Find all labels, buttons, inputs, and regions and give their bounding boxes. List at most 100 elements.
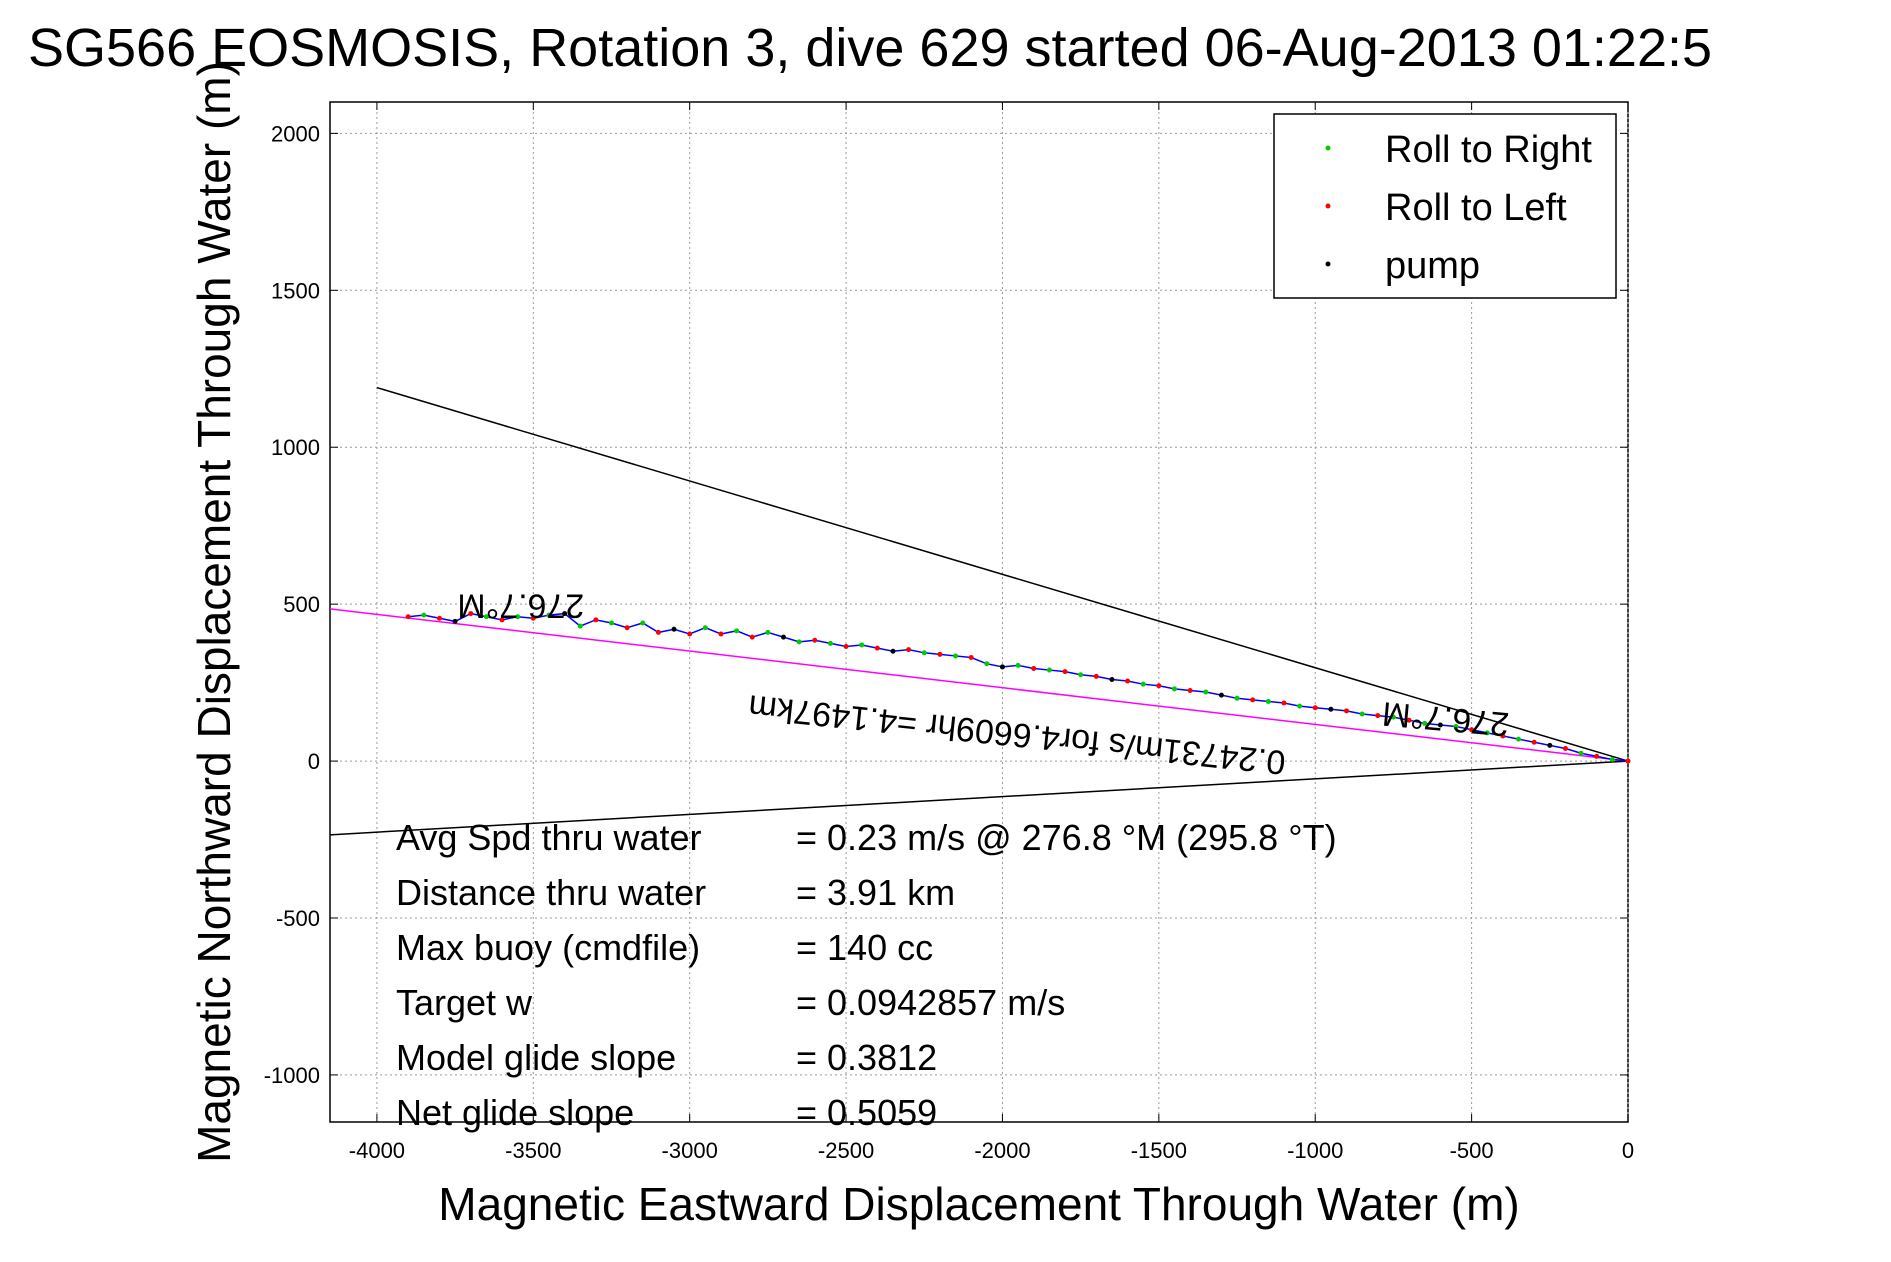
track-point bbox=[702, 625, 708, 631]
stat-value: = 140 cc bbox=[796, 927, 933, 968]
track-point bbox=[452, 618, 458, 624]
track-point bbox=[1531, 739, 1537, 745]
track-point bbox=[530, 615, 536, 621]
track-point bbox=[1203, 689, 1209, 695]
x-axis-title: Magnetic Eastward Displacement Through W… bbox=[438, 1178, 1519, 1230]
y-tick-label: 1500 bbox=[271, 278, 320, 303]
track-point bbox=[1375, 713, 1381, 719]
track-point bbox=[1469, 727, 1475, 733]
track-point bbox=[1547, 742, 1553, 748]
stat-value: = 3.91 km bbox=[796, 872, 955, 913]
legend-label: Roll to Right bbox=[1385, 129, 1592, 171]
track-points bbox=[405, 611, 1631, 764]
track-point bbox=[984, 661, 990, 667]
track-point bbox=[937, 651, 943, 657]
y-tick-label: 500 bbox=[283, 592, 320, 617]
track-point bbox=[749, 634, 755, 640]
track-point bbox=[921, 650, 927, 656]
track-point bbox=[1109, 676, 1115, 682]
track-point bbox=[562, 611, 568, 617]
track-point bbox=[1484, 730, 1490, 736]
track-point bbox=[734, 628, 740, 634]
track-point bbox=[1218, 692, 1224, 698]
x-tick-label: -2000 bbox=[974, 1138, 1030, 1163]
track-point bbox=[1297, 703, 1303, 709]
track-point bbox=[1609, 757, 1615, 763]
y-tick-label: 0 bbox=[308, 749, 320, 774]
stat-label: Avg Spd thru water bbox=[396, 817, 702, 858]
legend-marker bbox=[1325, 261, 1331, 267]
x-tick-label: -4000 bbox=[349, 1138, 405, 1163]
track-point bbox=[671, 626, 677, 632]
track-point bbox=[796, 639, 802, 645]
track-point bbox=[859, 642, 865, 648]
track-point bbox=[953, 653, 959, 659]
x-tick-label: -3000 bbox=[662, 1138, 718, 1163]
heading-line bbox=[329, 608, 1629, 762]
y-axis-title: Magnetic Northward Displacement Through … bbox=[188, 61, 240, 1163]
track-point bbox=[483, 614, 489, 620]
track-point bbox=[421, 612, 427, 618]
track-point bbox=[999, 664, 1005, 670]
x-tick-label: -3500 bbox=[505, 1138, 561, 1163]
grid bbox=[330, 102, 1629, 1122]
track-point bbox=[499, 617, 505, 623]
track-point bbox=[1031, 665, 1037, 671]
x-tick-label: -1000 bbox=[1287, 1138, 1343, 1163]
track-point bbox=[624, 625, 630, 631]
track-point bbox=[436, 615, 442, 621]
track-point bbox=[1578, 750, 1584, 756]
track-point bbox=[1093, 673, 1099, 679]
x-axis: -4000 -3500 -3000 -2500 -2000 -1500 -1000 -500 0 bbox=[349, 102, 1634, 1163]
stat-label: Net glide slope bbox=[396, 1092, 634, 1133]
stat-value: = 0.23 m/s @ 276.8 °M (295.8 °T) bbox=[796, 817, 1337, 858]
stat-value: = 0.0942857 m/s bbox=[796, 982, 1065, 1023]
track-point bbox=[843, 644, 849, 650]
track-point bbox=[1437, 722, 1443, 728]
legend-label: pump bbox=[1385, 245, 1480, 287]
track-point bbox=[1171, 686, 1177, 692]
stat-label: Max buoy (cmdfile) bbox=[396, 927, 700, 968]
track-point bbox=[1625, 758, 1631, 764]
legend-marker bbox=[1325, 145, 1331, 151]
x-tick-label: -500 bbox=[1450, 1138, 1494, 1163]
stats-block: Avg Spd thru water = 0.23 m/s @ 276.8 °M … bbox=[396, 817, 1337, 1133]
stat-value: = 0.3812 bbox=[796, 1037, 937, 1078]
track-point bbox=[1390, 714, 1396, 720]
track-point bbox=[468, 611, 474, 617]
y-axis: -1000 -500 0 500 1000 1500 2000 bbox=[264, 121, 1628, 1088]
track-point bbox=[640, 620, 646, 626]
upper-bound-line bbox=[376, 386, 1629, 762]
track-point bbox=[1015, 662, 1021, 668]
track-point bbox=[812, 637, 818, 643]
track-point bbox=[1187, 687, 1193, 693]
chart-title: SG566 EOSMOSIS, Rotation 3, dive 629 sta… bbox=[28, 18, 1712, 78]
track-point bbox=[1125, 678, 1131, 684]
legend-label: Roll to Left bbox=[1385, 187, 1567, 229]
track-point bbox=[655, 629, 661, 635]
track-point bbox=[906, 647, 912, 653]
x-tick-label: -2500 bbox=[818, 1138, 874, 1163]
track-point bbox=[890, 648, 896, 654]
track-point bbox=[1359, 711, 1365, 717]
y-tick-label: 2000 bbox=[271, 121, 320, 146]
x-tick-label: 0 bbox=[1622, 1138, 1634, 1163]
x-tick-label: -1500 bbox=[1131, 1138, 1187, 1163]
track-point bbox=[1344, 708, 1350, 714]
track-point bbox=[1516, 736, 1522, 742]
track-point bbox=[577, 623, 583, 629]
lower-bound-line bbox=[329, 760, 1629, 836]
track-point bbox=[1594, 753, 1600, 759]
stat-label: Model glide slope bbox=[396, 1037, 676, 1078]
track-point bbox=[718, 631, 724, 637]
track-point bbox=[1312, 705, 1318, 711]
track-point bbox=[1453, 724, 1459, 730]
legend-box bbox=[1273, 113, 1617, 299]
stat-value: = 0.5059 bbox=[796, 1092, 937, 1133]
track-point bbox=[1328, 706, 1334, 712]
track-point bbox=[515, 614, 521, 620]
track-point bbox=[1140, 681, 1146, 687]
track-point bbox=[1265, 698, 1271, 704]
track-point bbox=[1046, 667, 1052, 673]
heading-annotation: 276.7°M bbox=[457, 587, 584, 625]
